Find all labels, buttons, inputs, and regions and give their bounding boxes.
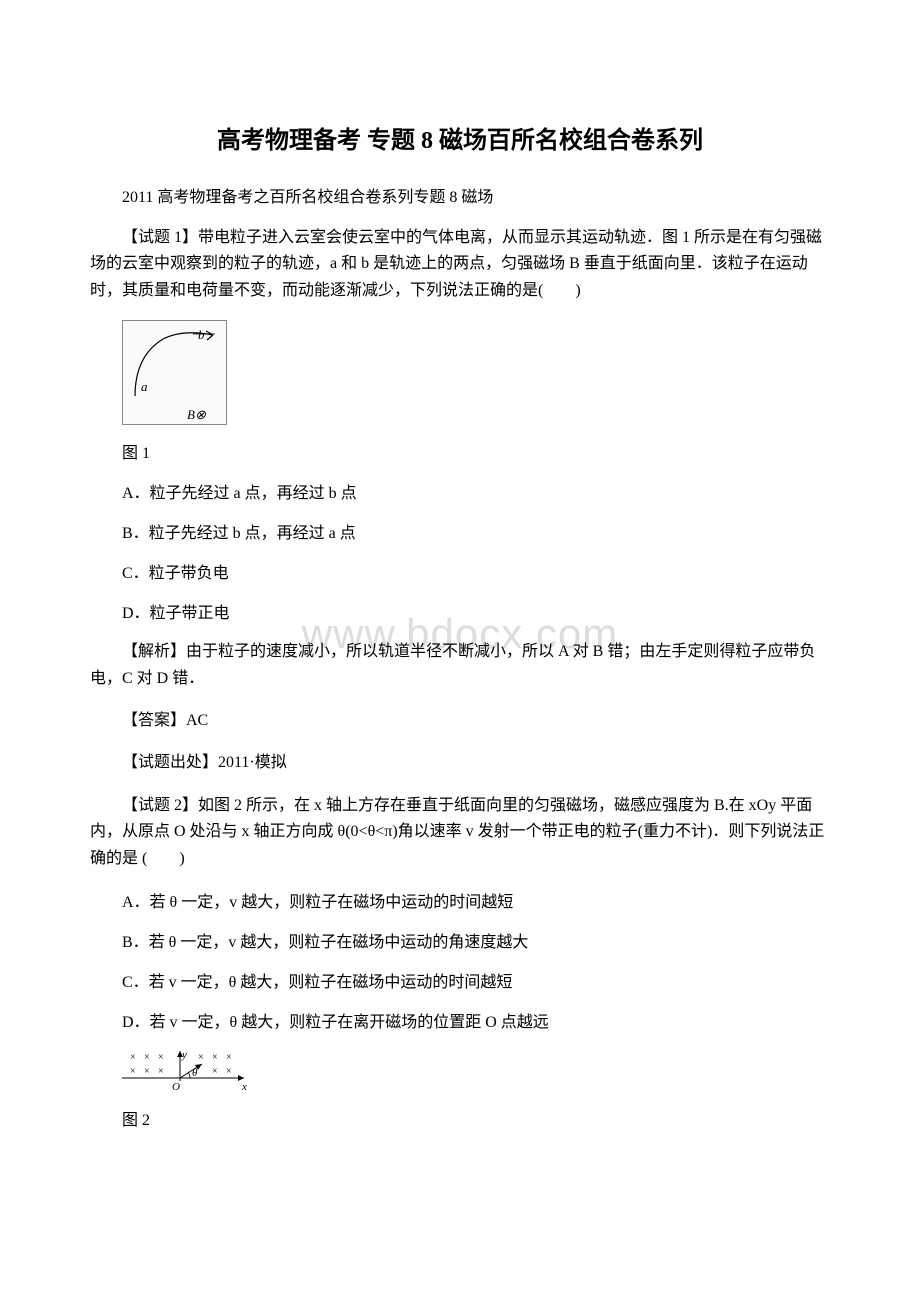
figure-1-svg: a b B⊗: [123, 321, 228, 426]
fig2-y-label: y: [181, 1049, 187, 1061]
fig1-b-label: b: [198, 327, 205, 342]
svg-text:×: ×: [130, 1052, 136, 1063]
figure-2-container: × × × × × × × × × × × y x O: [122, 1048, 830, 1096]
svg-text:×: ×: [158, 1052, 164, 1063]
q1-option-c: C．粒子带负电: [122, 559, 830, 583]
q1-stem: 【试题 1】带电粒子进入云室会使云室中的气体电离，从而显示其运动轨迹．图 1 所…: [90, 225, 830, 304]
fig1-B-label: B⊗: [187, 407, 206, 422]
q1-option-b: B．粒子先经过 b 点，再经过 a 点: [122, 519, 830, 543]
q1-option-a: A．粒子先经过 a 点，再经过 b 点: [122, 479, 830, 503]
q2-stem: 【试题 2】如图 2 所示，在 x 轴上方存在垂直于纸面向里的匀强磁场，磁感应强…: [90, 793, 830, 872]
svg-text:×: ×: [158, 1066, 164, 1077]
q2-option-b: B．若 θ 一定，v 越大，则粒子在磁场中运动的角速度越大: [122, 928, 830, 952]
figure-2-svg: × × × × × × × × × × × y x O: [122, 1048, 252, 1096]
document-content: 高考物理备考 专题 8 磁场百所名校组合卷系列 2011 高考物理备考之百所名校…: [90, 120, 830, 1130]
figure-1-box: a b B⊗: [122, 320, 227, 425]
figure-1-label: 图 1: [122, 439, 830, 463]
svg-text:×: ×: [212, 1052, 218, 1063]
q2-option-d: D．若 v 一定，θ 越大，则粒子在离开磁场的位置距 O 点越远: [122, 1008, 830, 1032]
q1-option-d: D．粒子带正电: [122, 599, 830, 623]
document-subtitle: 2011 高考物理备考之百所名校组合卷系列专题 8 磁场: [90, 183, 830, 207]
svg-text:×: ×: [226, 1052, 232, 1063]
fig2-theta-label: θ: [192, 1067, 198, 1079]
q1-source: 【试题出处】2011·模拟: [90, 750, 830, 776]
fig2-O-label: O: [172, 1081, 180, 1093]
svg-text:×: ×: [226, 1066, 232, 1077]
document-title: 高考物理备考 专题 8 磁场百所名校组合卷系列: [90, 120, 830, 155]
fig2-x-label: x: [241, 1081, 247, 1093]
svg-text:×: ×: [198, 1052, 204, 1063]
svg-text:×: ×: [144, 1066, 150, 1077]
q2-option-c: C．若 v 一定，θ 越大，则粒子在磁场中运动的时间越短: [122, 968, 830, 992]
fig1-a-label: a: [141, 379, 148, 394]
svg-text:×: ×: [144, 1052, 150, 1063]
q1-analysis: 【解析】由于粒子的速度减小，所以轨道半径不断减小，所以 A 对 B 错；由左手定…: [90, 639, 830, 692]
q1-answer: 【答案】AC: [90, 708, 830, 734]
svg-text:×: ×: [130, 1066, 136, 1077]
figure-2-label: 图 2: [122, 1106, 830, 1130]
svg-text:×: ×: [212, 1066, 218, 1077]
figure-2-box: × × × × × × × × × × × y x O: [122, 1048, 252, 1096]
q2-option-a: A．若 θ 一定，v 越大，则粒子在磁场中运动的时间越短: [122, 888, 830, 912]
figure-1-container: a b B⊗: [122, 320, 830, 425]
